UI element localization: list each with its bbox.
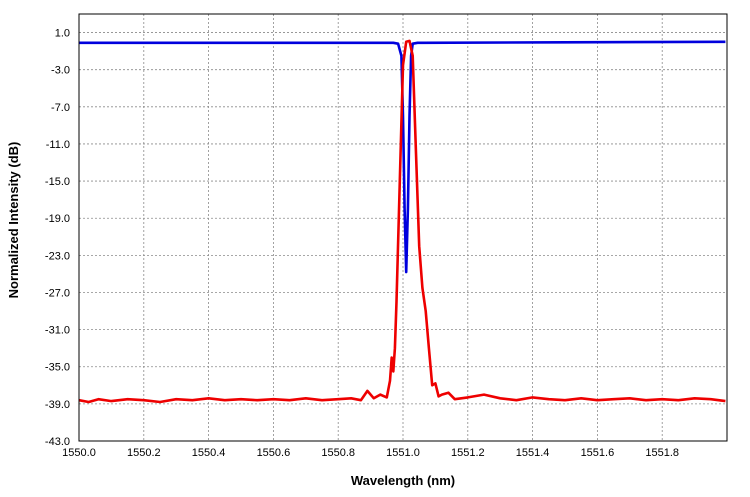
y-tick-label: -39.0 xyxy=(45,399,70,411)
y-tick-label: -43.0 xyxy=(45,436,70,448)
plot-frame xyxy=(78,13,728,442)
red-reflection-line xyxy=(78,39,726,404)
x-tick-label: 1551.4 xyxy=(516,447,550,459)
x-tick-label: 1550.4 xyxy=(192,447,226,459)
x-tick-label: 1550.6 xyxy=(257,447,291,459)
x-tick-label: 1551.6 xyxy=(581,447,615,459)
y-tick-label: -11.0 xyxy=(46,139,70,151)
x-tick-label: 1551.2 xyxy=(451,447,485,459)
y-tick-label: -27.0 xyxy=(45,287,70,299)
x-tick-label: 1550.8 xyxy=(321,447,355,459)
x-axis-title: Wavelength (nm) xyxy=(351,473,455,488)
data-series xyxy=(78,39,726,404)
x-tick-label: 1551.8 xyxy=(645,447,679,459)
y-tick-label: -7.0 xyxy=(51,102,70,114)
x-tick-label: 1550.2 xyxy=(127,447,161,459)
y-tick-label: -3.0 xyxy=(51,65,70,77)
y-tick-label: -19.0 xyxy=(45,213,70,225)
y-tick-label: 1.0 xyxy=(55,28,70,40)
x-tick-labels: 1550.0 1550.2 1550.4 1550.6 1550.8 1551.0 1551… xyxy=(62,447,679,459)
y-axis-title: Normalized Intensity (dB) xyxy=(6,142,21,299)
y-tick-labels: 1.0 -3.0 -7.0 -11.0 -15.0 -19.0 -23.0 -27.0 -31.… xyxy=(45,28,70,448)
y-tick-label: -31.0 xyxy=(45,325,70,337)
y-tick-label: -35.0 xyxy=(45,362,70,374)
x-tick-label: 1551.0 xyxy=(386,447,420,459)
x-tick-label: 1550.0 xyxy=(62,447,96,459)
y-tick-label: -15.0 xyxy=(45,176,70,188)
blue-transmission-line xyxy=(79,40,726,274)
y-tick-label: -23.0 xyxy=(45,250,70,262)
